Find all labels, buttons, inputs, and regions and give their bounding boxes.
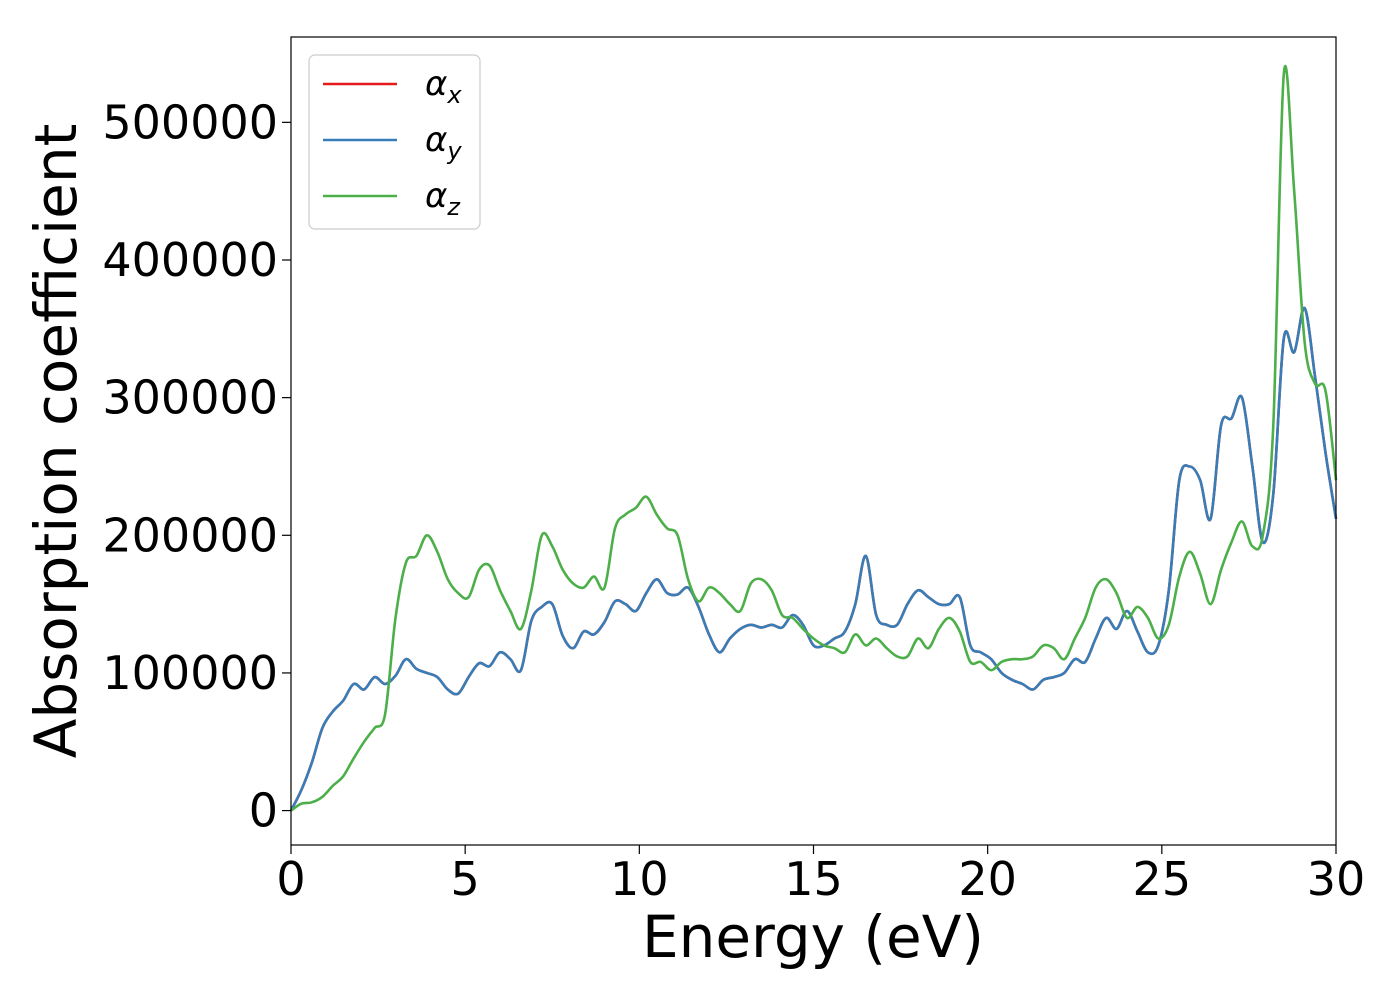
x-tick-label: 5	[451, 852, 480, 906]
y-axis-ticks: 0 100000 200000 300000 400000 500000	[102, 95, 291, 838]
y-tick-label: 400000	[102, 233, 278, 287]
legend-box	[308, 54, 481, 230]
series-layer	[289, 64, 1338, 812]
x-axis-ticks: 0 5 10 15 20 25 30	[276, 845, 1365, 906]
x-tick-label: 10	[610, 852, 669, 906]
y-tick-label: 500000	[102, 95, 278, 149]
y-tick-label: 0	[249, 784, 278, 838]
x-tick-label: 0	[276, 852, 305, 906]
legend-label-z: αz	[425, 176, 461, 221]
x-tick-label: 15	[784, 852, 843, 906]
legend-label-x: αx	[425, 64, 462, 109]
x-tick-label: 20	[958, 852, 1017, 906]
y-tick-label: 200000	[102, 508, 278, 562]
y-tick-label: 300000	[102, 371, 278, 425]
y-tick-label: 100000	[102, 646, 278, 700]
x-tick-label: 30	[1307, 852, 1366, 906]
series-line-z	[290, 64, 1338, 812]
legend-label-y: αy	[425, 120, 462, 165]
legend: αx αy αz	[308, 54, 481, 230]
y-axis-label: Absorption coefficient	[22, 124, 90, 759]
x-tick-label: 25	[1133, 852, 1192, 906]
x-axis-label: Energy (eV)	[642, 903, 984, 971]
